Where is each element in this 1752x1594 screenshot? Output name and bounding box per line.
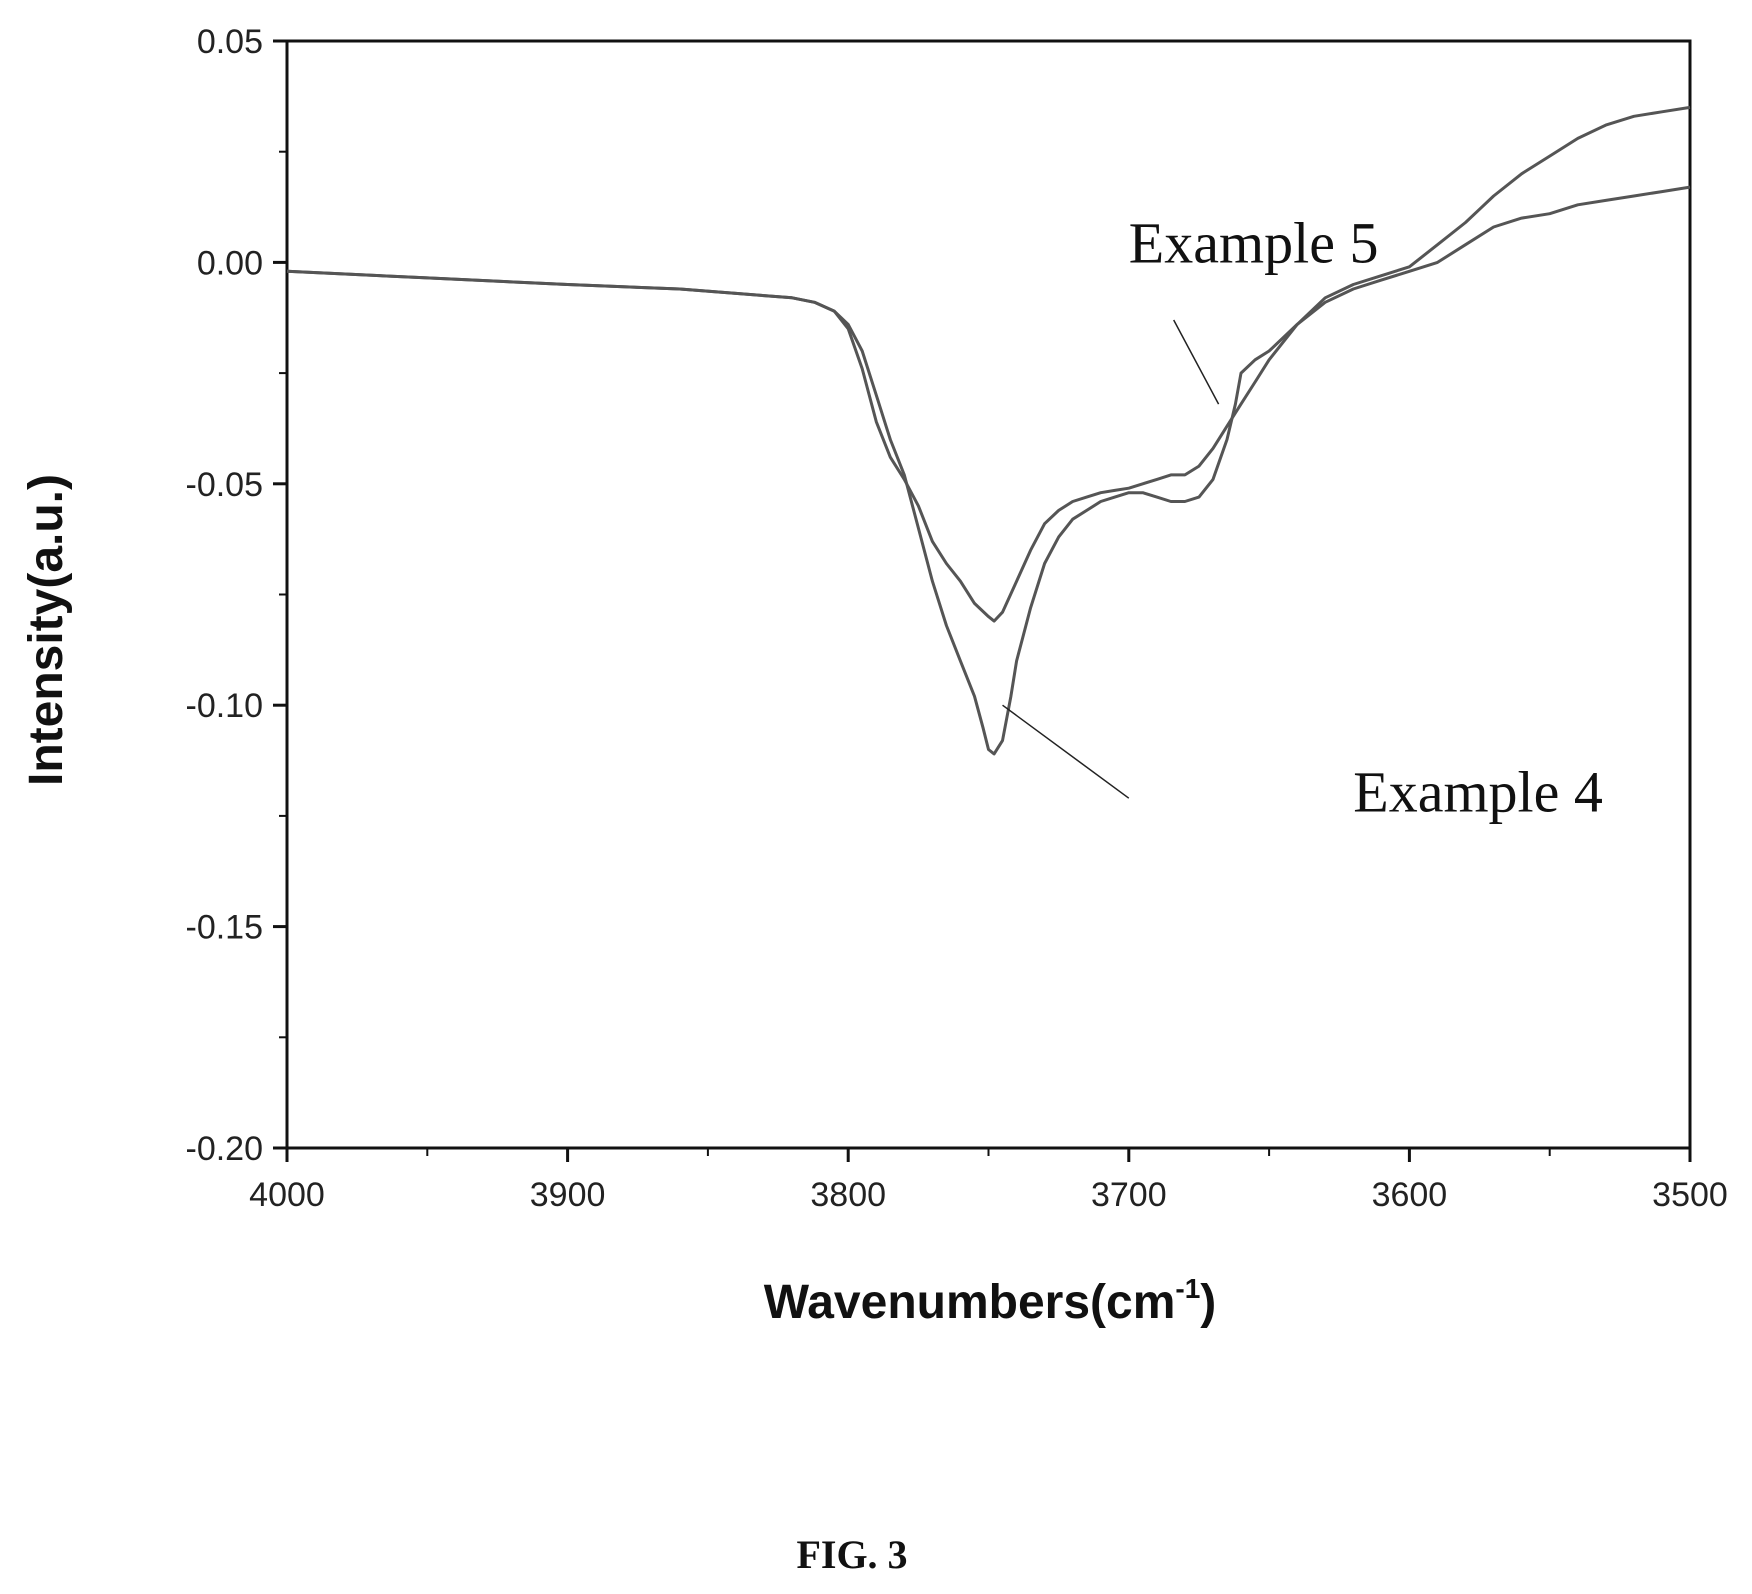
plot-frame <box>285 39 1692 1150</box>
x-tick-label: 3500 <box>1652 1176 1728 1214</box>
x-tick-label: 3900 <box>530 1176 606 1214</box>
x-tick-label: 3800 <box>810 1176 886 1214</box>
plot-border <box>285 39 1692 1150</box>
x-axis-ticks: 4000 3900 3800 3700 3600 3500 <box>249 1148 1728 1214</box>
x-axis-title-main: Wavenumbers(cm <box>764 1276 1176 1329</box>
series-line-example-4 <box>286 185 1691 756</box>
y-tick-label: 0.00 <box>197 244 263 282</box>
leader-line-example-4 <box>1002 704 1130 799</box>
series-layer <box>286 105 1691 756</box>
x-tick-label: 3700 <box>1091 1176 1167 1214</box>
y-axis-title: Intensity(a.u.) <box>20 474 73 786</box>
x-tick-label: 3600 <box>1372 1176 1448 1214</box>
y-tick-label: -0.10 <box>186 687 264 725</box>
x-axis-title-end: ) <box>1200 1276 1216 1329</box>
y-tick-label: 0.05 <box>197 23 263 61</box>
annotation-example-4: Example 4 <box>1353 759 1603 824</box>
y-tick-label: -0.05 <box>186 466 264 504</box>
annotation-layer: Example 5 Example 4 <box>1002 210 1603 824</box>
annotation-example-5: Example 5 <box>1129 210 1379 275</box>
figure-caption: FIG. 3 <box>796 1532 907 1577</box>
x-tick-label: 4000 <box>249 1176 325 1214</box>
series-line-example-5 <box>286 105 1691 623</box>
y-axis-ticks: 0.05 0.00 -0.05 -0.10 -0.15 -0.20 <box>186 23 287 1168</box>
y-tick-label: -0.20 <box>186 1130 264 1168</box>
x-axis-title: Wavenumbers(cm-1) <box>764 1273 1217 1329</box>
y-tick-label: -0.15 <box>186 909 264 947</box>
leader-line-example-5 <box>1173 319 1220 405</box>
x-axis-title-superscript: -1 <box>1175 1273 1200 1304</box>
